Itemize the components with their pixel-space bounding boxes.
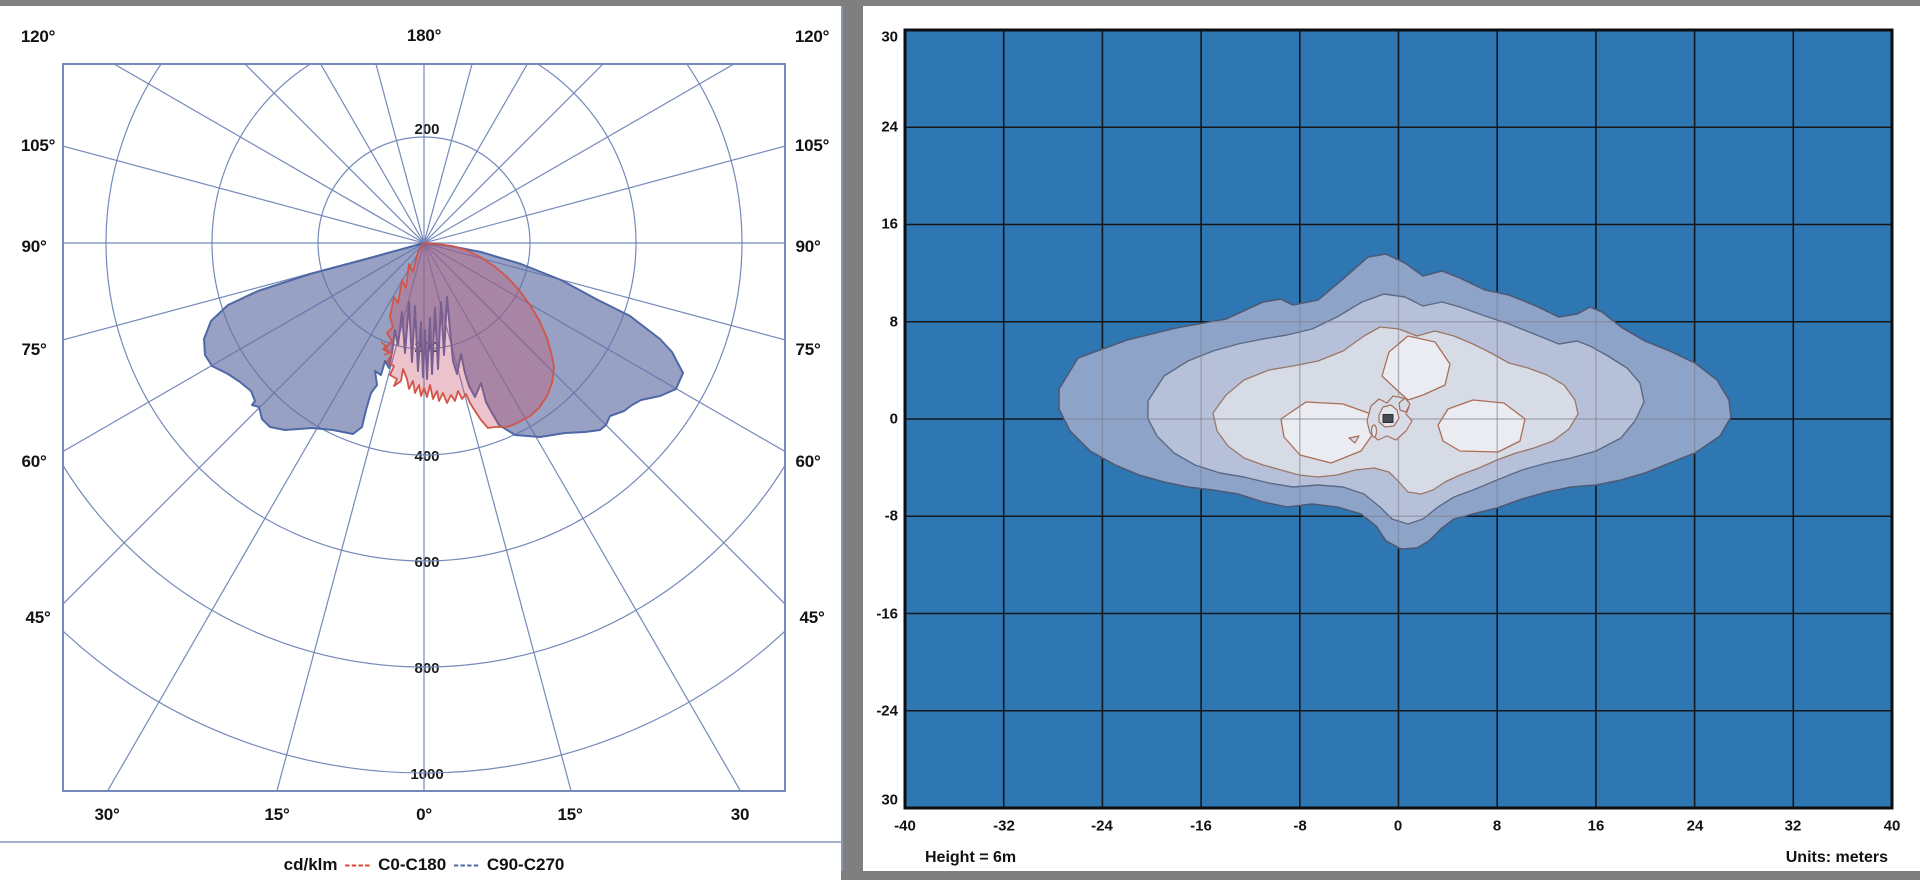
bottom-tick-0: 0° <box>416 805 432 824</box>
bottom-tick-30R: 30 <box>730 805 750 824</box>
x-tick-neg24: -24 <box>1091 817 1113 835</box>
x-tick-neg8: -8 <box>1293 817 1307 835</box>
legend-separator <box>0 841 841 843</box>
x-tick-24: 24 <box>1686 817 1704 835</box>
height-label: Height = 6m <box>925 849 1017 866</box>
polar-chart: 200 200 400 600 800 1000 <box>62 63 786 792</box>
y-tick-8: 8 <box>889 313 898 331</box>
x-tick-32: 32 <box>1784 817 1802 835</box>
x-tick-0: 0 <box>1393 817 1403 835</box>
bottom-tick-30L: 30° <box>94 805 120 824</box>
curve-c0-fragment <box>380 341 391 356</box>
bottom-tick-15L: 15° <box>264 805 290 824</box>
panel-divider-edge <box>841 0 843 880</box>
angle-label-right-60: 60° <box>795 452 821 471</box>
angle-label-left-90: 90° <box>21 237 47 256</box>
contour-band-4-lobes <box>1280 335 1526 464</box>
polar-panel: 200 200 400 600 800 1000 <box>0 0 841 880</box>
y-tick-30-top: 30 <box>881 28 898 46</box>
top-chrome-strip <box>0 0 1920 6</box>
angle-label-left-105: 105° <box>20 136 56 155</box>
angle-label-top-180: 180° <box>406 26 442 45</box>
curve-c0-c180 <box>384 242 555 429</box>
x-tick-neg32: -32 <box>993 817 1015 835</box>
ring-label-800: 800 <box>414 660 439 677</box>
legend-series-c90-c270: C90-C270 <box>486 855 565 874</box>
legend-series-c0-c180: C0-C180 <box>378 855 447 874</box>
angle-label-right-45: 45° <box>799 608 825 627</box>
angle-label-left-60: 60° <box>21 452 47 471</box>
x-tick-neg40: -40 <box>894 817 916 835</box>
legend-dash-c90: ---- <box>453 855 480 874</box>
isolux-border <box>903 28 1894 810</box>
angle-label-left-45: 45° <box>25 608 51 627</box>
legend-dash-c0: ---- <box>344 855 372 874</box>
angle-label-right-75: 75° <box>795 340 821 359</box>
polar-frame <box>62 63 786 792</box>
x-tick-8: 8 <box>1492 817 1502 835</box>
x-tick-16: 16 <box>1587 817 1605 835</box>
y-tick-24: 24 <box>881 118 898 136</box>
ring-label-1000: 1000 <box>410 766 443 783</box>
angle-label-right-90: 90° <box>795 237 821 256</box>
y-tick-0: 0 <box>889 410 898 428</box>
y-tick-neg16: -16 <box>876 605 898 623</box>
y-tick-30-bottom: 30 <box>881 791 898 809</box>
angle-label-left-75: 75° <box>21 340 47 359</box>
curve-c90-c270 <box>203 242 684 438</box>
luminaire-symbol <box>1382 414 1394 423</box>
units-label: Units: meters <box>1785 849 1888 866</box>
panel-divider <box>841 0 863 880</box>
x-tick-40: 40 <box>1883 817 1901 835</box>
bottom-chrome-strip <box>841 871 1920 880</box>
polar-legend: cd/klm ---- C0-C180 ---- C90-C270 <box>284 855 565 875</box>
angle-label-right-105: 105° <box>794 136 830 155</box>
bottom-tick-15R: 15° <box>557 805 583 824</box>
y-tick-16: 16 <box>881 215 898 233</box>
x-tick-neg16: -16 <box>1190 817 1212 835</box>
ring-label-200-top: 200 <box>414 121 439 138</box>
isolux-chart <box>903 28 1894 810</box>
y-tick-neg24: -24 <box>876 702 898 720</box>
legend-unit-label: cd/klm <box>283 855 338 874</box>
angle-label-right-120: 120° <box>794 27 830 46</box>
angle-label-left-120: 120° <box>20 27 56 46</box>
y-tick-neg8: -8 <box>884 507 898 525</box>
ring-label-400: 400 <box>414 448 439 465</box>
ring-label-600: 600 <box>414 554 439 571</box>
